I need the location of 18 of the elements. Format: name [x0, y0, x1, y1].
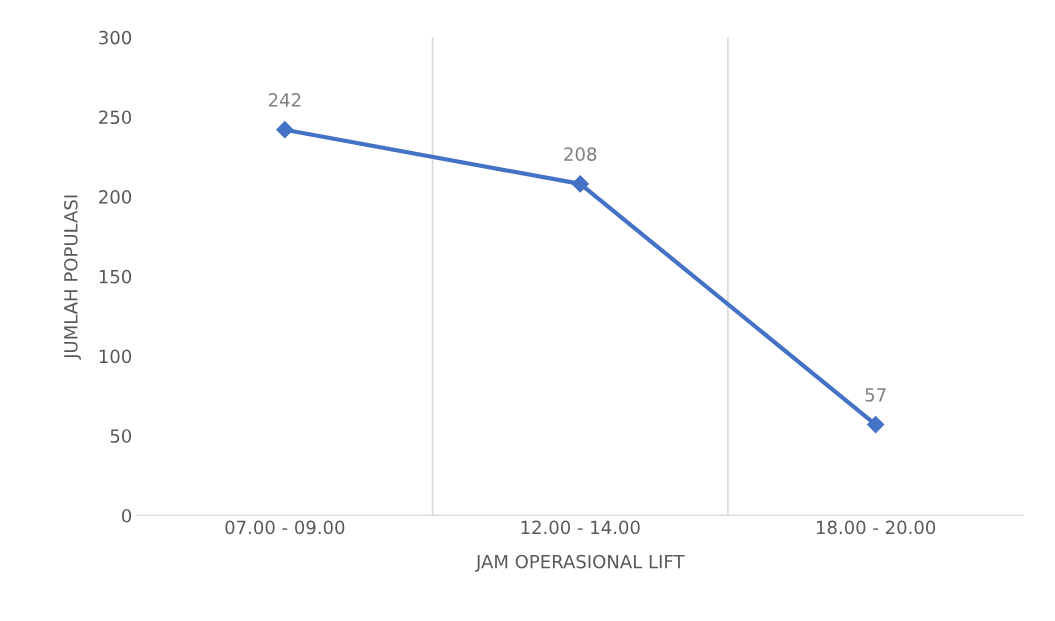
x-axis-title: JAM OPERASIONAL LIFT [475, 554, 685, 572]
y-tick-label: 250 [99, 110, 132, 125]
data-label: 242 [268, 93, 301, 107]
point [867, 416, 885, 434]
y-axis-title: JUMLAH POPULASI [64, 195, 82, 360]
y-tick-label: 100 [99, 349, 132, 364]
point [571, 175, 589, 193]
y-tick-label: 300 [99, 30, 132, 45]
y-tick-label: 0 [121, 508, 132, 523]
point [276, 121, 294, 139]
x-tick-label: 18.00 - 20.00 [816, 520, 936, 535]
y-tick-label: 50 [110, 429, 132, 443]
data-label: 208 [564, 147, 597, 161]
y-tick-label: 200 [99, 190, 132, 204]
data-label: 57 [865, 388, 886, 402]
y-tick-label: 150 [99, 269, 132, 284]
x-tick-label: 12.00 - 14.00 [521, 520, 640, 535]
x-tick-label: 07.00 - 09.00 [225, 520, 345, 535]
